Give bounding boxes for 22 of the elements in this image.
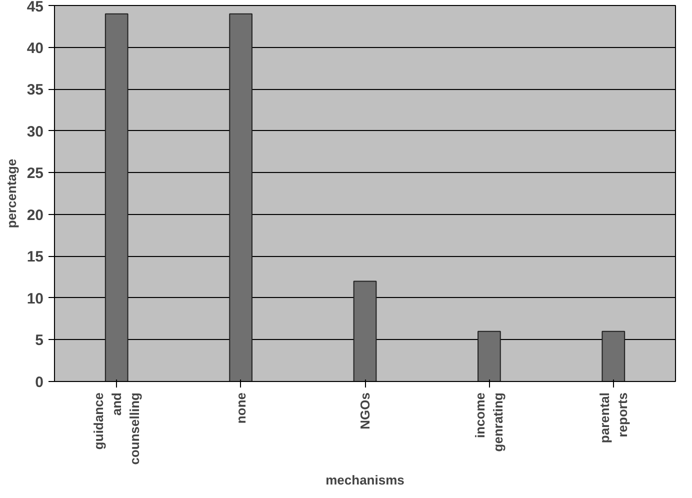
bar: [229, 13, 252, 382]
bar: [353, 280, 377, 382]
x-tick-label: none: [233, 392, 248, 424]
y-tick-label: 5: [35, 332, 44, 350]
y-tick-label: 35: [26, 82, 44, 99]
y-tick-label: 15: [26, 248, 44, 266]
bar: [602, 330, 626, 382]
bar: [104, 13, 128, 382]
y-tick-label: 40: [26, 40, 44, 57]
x-tick-label: income genrating: [472, 392, 506, 452]
y-tick-label: 25: [26, 165, 44, 182]
bar: [478, 330, 501, 382]
x-tick-label: guidance and counselling: [91, 392, 142, 465]
y-tick-label: 45: [26, 0, 44, 16]
y-tick-label: 30: [26, 123, 44, 140]
x-tick-label: parental reports: [596, 392, 630, 444]
y-tick-label: 20: [26, 206, 44, 224]
x-axis-title: mechanisms: [326, 472, 404, 488]
y-axis-title: percentage: [4, 158, 19, 228]
y-tick-label: 0: [35, 374, 44, 391]
x-tick-label: NGOs: [358, 392, 372, 430]
y-tick-label: 10: [26, 290, 44, 308]
